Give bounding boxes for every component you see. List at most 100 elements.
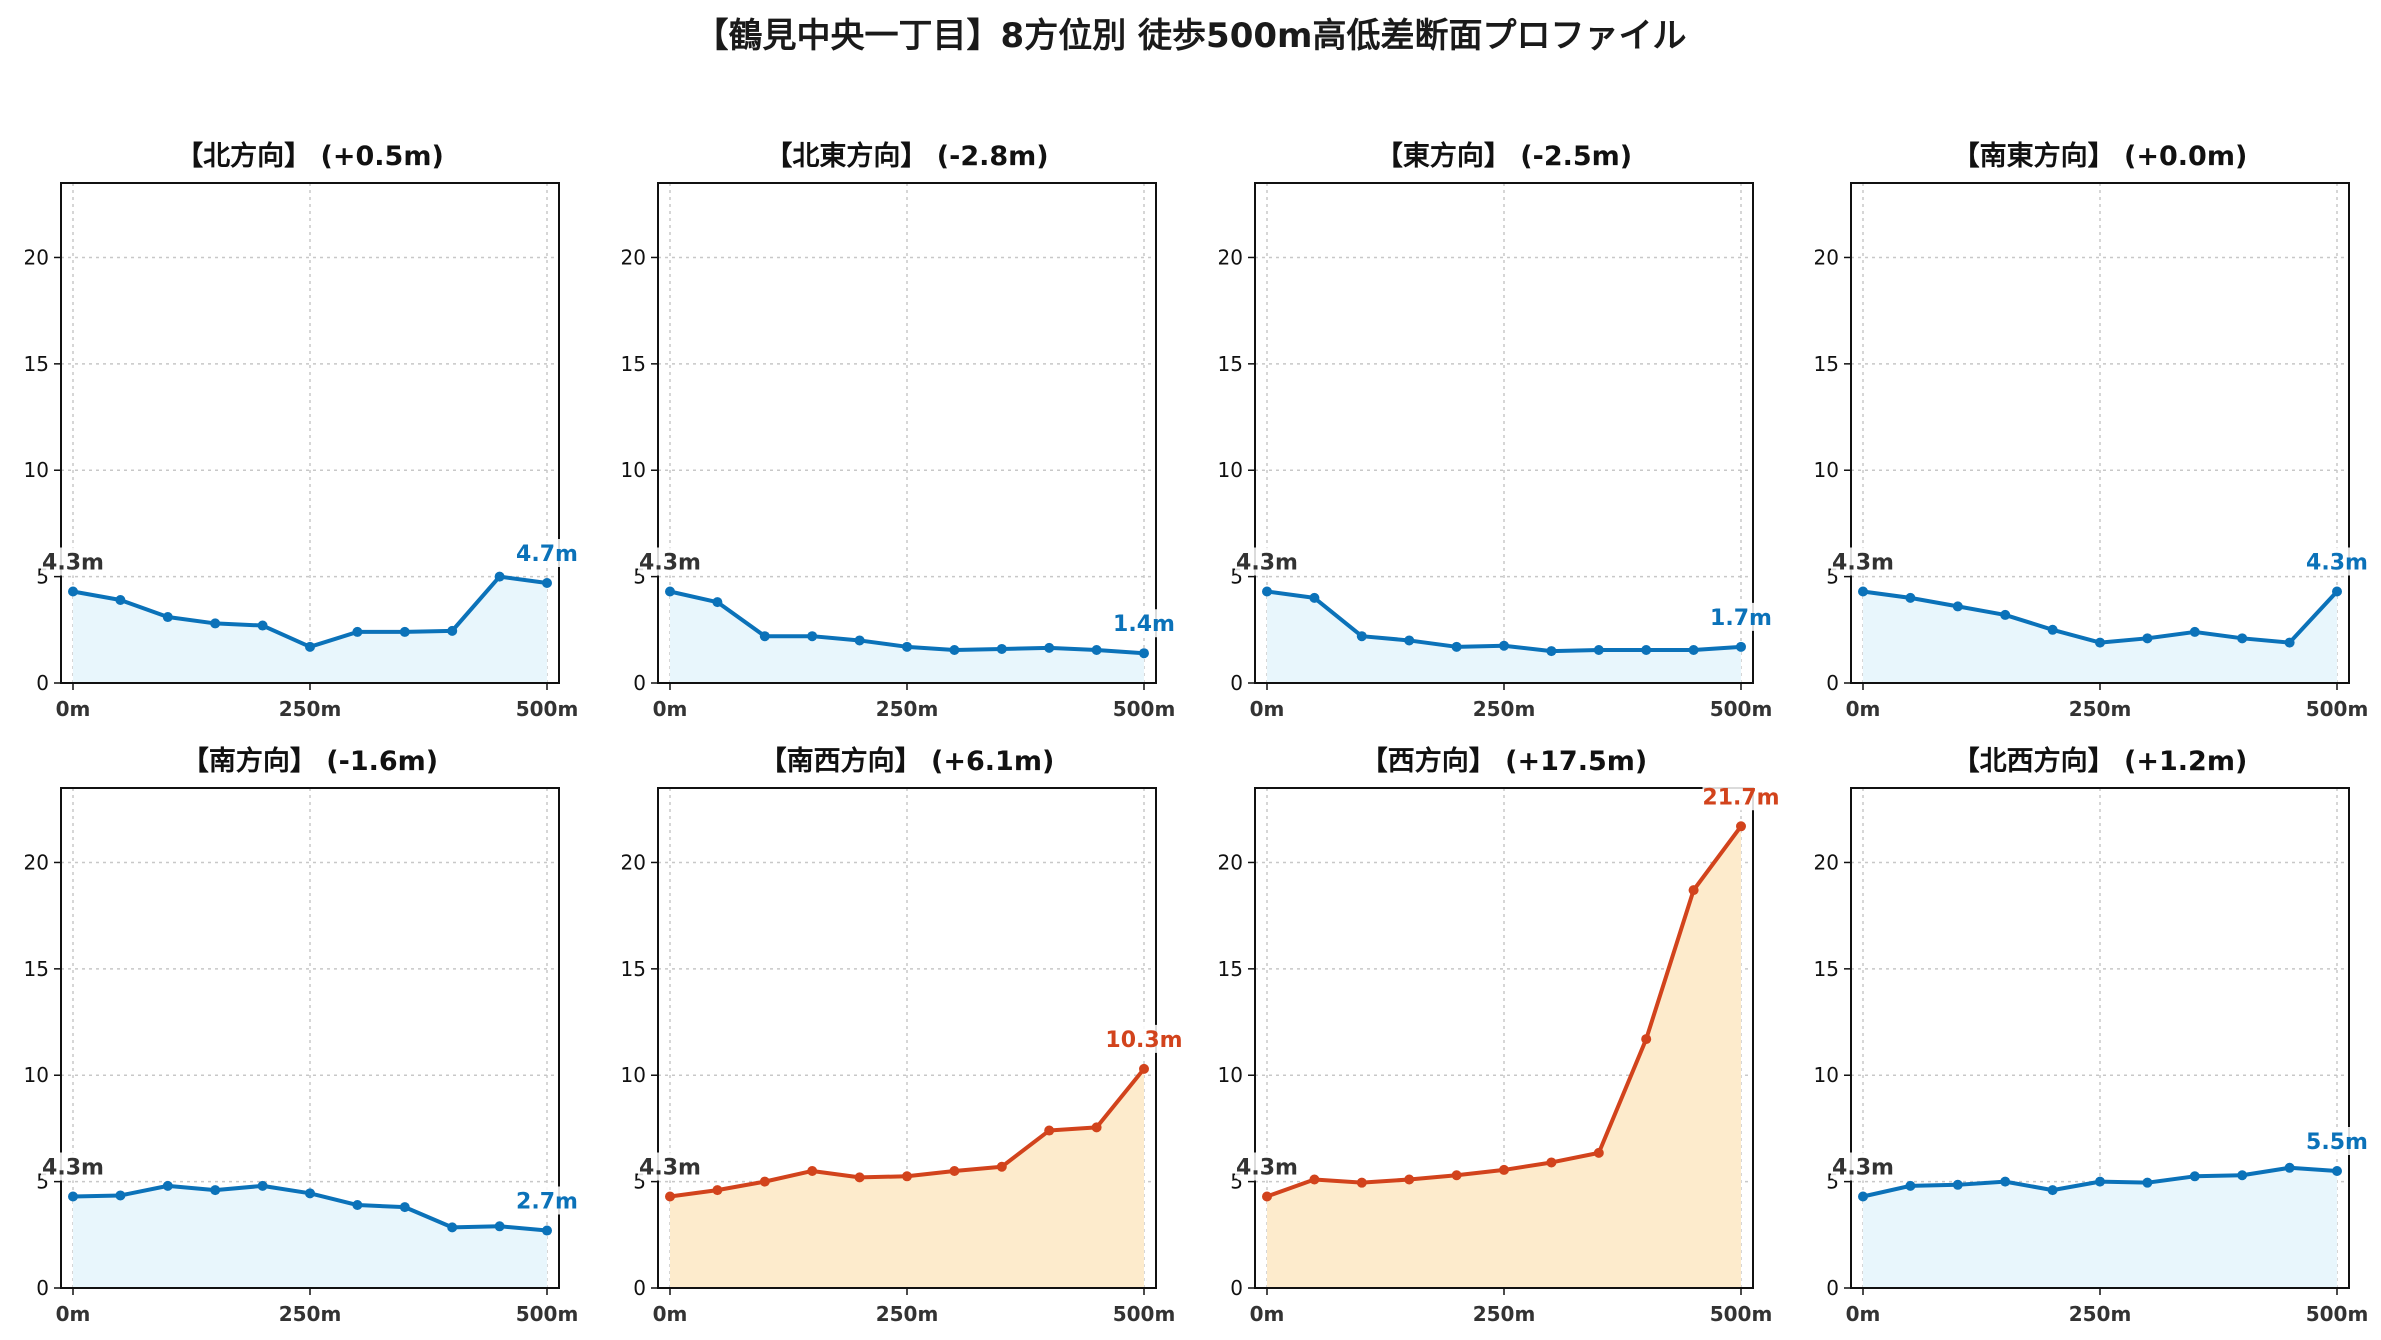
data-point bbox=[1641, 1034, 1652, 1045]
y-tick-label: 20 bbox=[621, 850, 646, 874]
data-point bbox=[68, 586, 78, 597]
data-point bbox=[1139, 648, 1149, 659]
data-point bbox=[1309, 1174, 1320, 1185]
data-point bbox=[1546, 646, 1557, 657]
y-tick-label: 20 bbox=[1814, 245, 1839, 269]
start-label-bg bbox=[1831, 547, 1895, 576]
data-point bbox=[352, 626, 363, 637]
data-point bbox=[712, 597, 723, 608]
end-label: 4.7m bbox=[516, 542, 578, 567]
start-label: 4.3m bbox=[1832, 551, 1894, 576]
data-point bbox=[996, 643, 1007, 654]
y-tick-label: 15 bbox=[1814, 957, 1839, 981]
data-point bbox=[1091, 1122, 1102, 1133]
data-point bbox=[1356, 1177, 1367, 1188]
data-point bbox=[1044, 642, 1055, 653]
x-tick-label: 0m bbox=[653, 1302, 688, 1326]
data-point bbox=[2189, 626, 2200, 637]
data-point bbox=[665, 586, 675, 597]
data-point bbox=[1451, 641, 1462, 652]
data-point bbox=[68, 1191, 78, 1202]
start-label-bg bbox=[41, 547, 105, 576]
end-label: 5.5m bbox=[2306, 1130, 2368, 1155]
y-tick-label: 10 bbox=[621, 458, 646, 482]
x-tick-label: 250m bbox=[2069, 697, 2132, 721]
data-point bbox=[665, 1191, 675, 1202]
data-point bbox=[210, 1185, 221, 1196]
data-point bbox=[2284, 637, 2295, 648]
data-point bbox=[2332, 1165, 2342, 1176]
x-tick-label: 250m bbox=[1473, 1302, 1536, 1326]
data-point bbox=[1309, 592, 1320, 603]
area-fill bbox=[73, 576, 547, 683]
end-label-bg bbox=[2305, 1126, 2369, 1155]
chart-title: 【西方向】 (+17.5m) bbox=[1361, 745, 1647, 777]
data-point bbox=[1044, 1125, 1055, 1136]
data-point bbox=[854, 1172, 865, 1183]
start-label: 4.3m bbox=[42, 551, 104, 576]
y-tick-label: 10 bbox=[24, 458, 49, 482]
end-label: 1.4m bbox=[1113, 612, 1175, 637]
x-tick-label: 0m bbox=[653, 697, 688, 721]
chart-title: 【北方向】 (+0.5m) bbox=[176, 140, 444, 172]
y-tick-label: 15 bbox=[1218, 957, 1243, 981]
end-label: 1.7m bbox=[1710, 606, 1772, 631]
y-tick-label: 0 bbox=[633, 1276, 646, 1300]
area-fill bbox=[1267, 591, 1741, 683]
data-point bbox=[542, 578, 552, 588]
x-tick-label: 0m bbox=[56, 697, 91, 721]
data-point bbox=[447, 1222, 458, 1233]
x-tick-label: 250m bbox=[279, 1302, 342, 1326]
data-point bbox=[902, 641, 912, 652]
data-point bbox=[2000, 609, 2011, 620]
page-title: 【鶴見中央一丁目】8方位別 徒歩500m高低差断面プロファイル bbox=[694, 16, 1687, 56]
end-label-bg bbox=[515, 1186, 579, 1215]
y-tick-label: 15 bbox=[621, 352, 646, 376]
data-point bbox=[2284, 1162, 2295, 1173]
end-label: 10.3m bbox=[1105, 1028, 1182, 1053]
start-label: 4.3m bbox=[1832, 1156, 1894, 1181]
data-point bbox=[2237, 1170, 2248, 1181]
data-point bbox=[1499, 640, 1509, 651]
data-point bbox=[1593, 645, 1604, 656]
data-point bbox=[305, 1188, 315, 1199]
data-point bbox=[162, 612, 173, 623]
data-point bbox=[712, 1185, 723, 1196]
data-point bbox=[352, 1200, 363, 1211]
data-point bbox=[1404, 635, 1415, 646]
y-tick-label: 20 bbox=[24, 850, 49, 874]
data-point bbox=[542, 1225, 552, 1236]
data-point bbox=[115, 595, 126, 606]
chart-title: 【南西方向】 (+6.1m) bbox=[760, 745, 1055, 777]
chart-title: 【北西方向】 (+1.2m) bbox=[1953, 745, 2248, 777]
start-label-bg bbox=[638, 547, 702, 576]
end-label: 4.3m bbox=[2306, 551, 2368, 576]
chart-title: 【東方向】 (-2.5m) bbox=[1376, 140, 1632, 172]
data-point bbox=[2047, 624, 2058, 635]
x-tick-label: 500m bbox=[1113, 697, 1176, 721]
data-point bbox=[1736, 821, 1746, 832]
start-label-bg bbox=[1831, 1152, 1895, 1181]
data-point bbox=[1905, 592, 1916, 603]
start-label-bg bbox=[1235, 547, 1299, 576]
chart-title: 【北東方向】 (-2.8m) bbox=[765, 140, 1048, 172]
chart-title: 【南方向】 (-1.6m) bbox=[182, 745, 438, 777]
y-tick-label: 15 bbox=[621, 957, 646, 981]
data-point bbox=[2332, 586, 2342, 597]
x-tick-label: 0m bbox=[1250, 697, 1285, 721]
start-label-bg bbox=[638, 1152, 702, 1181]
y-tick-label: 20 bbox=[1814, 850, 1839, 874]
start-label-bg bbox=[41, 1152, 105, 1181]
x-tick-label: 500m bbox=[516, 1302, 579, 1326]
data-point bbox=[1404, 1174, 1415, 1185]
y-tick-label: 15 bbox=[1218, 352, 1243, 376]
plot-frame bbox=[657, 182, 1157, 684]
data-point bbox=[257, 620, 268, 631]
